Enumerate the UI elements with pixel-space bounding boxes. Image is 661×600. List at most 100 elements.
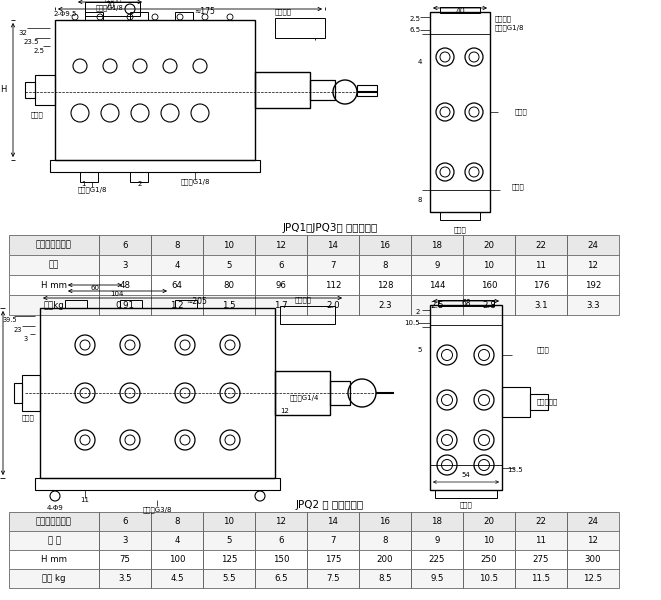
- Bar: [99, 295, 151, 315]
- Text: 104: 104: [110, 291, 124, 297]
- Bar: [203, 275, 255, 295]
- Bar: [9, 295, 619, 315]
- Text: 8: 8: [175, 241, 180, 250]
- Bar: [359, 255, 411, 275]
- Bar: [99, 512, 151, 531]
- Text: 6: 6: [122, 517, 128, 526]
- Bar: [307, 512, 359, 531]
- Bar: [435, 490, 497, 498]
- Bar: [255, 255, 307, 275]
- Bar: [359, 550, 411, 569]
- Text: 18: 18: [432, 241, 442, 250]
- Text: 12: 12: [280, 408, 290, 414]
- Text: 250: 250: [481, 555, 497, 564]
- Bar: [9, 531, 619, 550]
- Bar: [9, 531, 99, 550]
- Bar: [359, 275, 411, 295]
- Bar: [9, 275, 99, 295]
- Text: 3.5: 3.5: [118, 574, 132, 583]
- Bar: [411, 569, 463, 588]
- Text: 排气口: 排气口: [512, 184, 525, 190]
- Bar: [567, 255, 619, 275]
- Text: 4: 4: [175, 260, 180, 269]
- Bar: [85, 12, 103, 20]
- Text: 4: 4: [175, 536, 180, 545]
- Bar: [255, 295, 307, 315]
- Text: 175: 175: [325, 555, 341, 564]
- Text: 12: 12: [588, 260, 598, 269]
- Text: 3.1: 3.1: [534, 301, 548, 310]
- Bar: [80, 172, 98, 182]
- Text: 出油口数（个）: 出油口数（个）: [36, 517, 72, 526]
- Text: 限位开关: 限位开关: [295, 296, 311, 304]
- Bar: [310, 80, 335, 100]
- Text: 64: 64: [171, 280, 182, 289]
- Text: 176: 176: [533, 280, 549, 289]
- Bar: [567, 275, 619, 295]
- Bar: [9, 569, 619, 588]
- Bar: [9, 255, 99, 275]
- Text: 8: 8: [382, 536, 388, 545]
- Text: 9: 9: [434, 260, 440, 269]
- Bar: [430, 305, 502, 490]
- Text: 150: 150: [273, 555, 290, 564]
- Text: 128: 128: [377, 280, 393, 289]
- Text: 3: 3: [24, 336, 28, 342]
- Bar: [255, 235, 307, 255]
- Text: 1.7: 1.7: [274, 301, 288, 310]
- Bar: [120, 300, 142, 308]
- Bar: [99, 550, 151, 569]
- Text: 8: 8: [175, 517, 180, 526]
- Bar: [515, 512, 567, 531]
- Text: 16: 16: [379, 241, 391, 250]
- Bar: [151, 295, 203, 315]
- Text: 43.5: 43.5: [98, 0, 114, 1]
- Text: 24: 24: [588, 517, 598, 526]
- Bar: [151, 512, 203, 531]
- Bar: [502, 387, 530, 417]
- Bar: [357, 85, 377, 96]
- Bar: [440, 212, 480, 220]
- Bar: [35, 478, 280, 490]
- Text: 160: 160: [481, 280, 497, 289]
- Text: 9.5: 9.5: [430, 574, 444, 583]
- Bar: [275, 371, 330, 415]
- Text: 出油口: 出油口: [515, 109, 527, 115]
- Bar: [99, 255, 151, 275]
- Text: 0.91: 0.91: [116, 301, 134, 310]
- Bar: [307, 569, 359, 588]
- Text: 11: 11: [535, 260, 547, 269]
- Text: 片 数: 片 数: [48, 536, 61, 545]
- Text: 2.5: 2.5: [410, 16, 420, 22]
- Text: 300: 300: [585, 555, 602, 564]
- Bar: [515, 255, 567, 275]
- Text: 22: 22: [535, 517, 547, 526]
- Text: 8: 8: [418, 197, 422, 203]
- Bar: [255, 512, 307, 531]
- Text: 进油口G3/8: 进油口G3/8: [142, 506, 172, 514]
- Text: 7.5: 7.5: [326, 574, 340, 583]
- Bar: [35, 75, 55, 105]
- Text: 96: 96: [276, 280, 286, 289]
- Text: 20: 20: [483, 517, 494, 526]
- Text: 13.5: 13.5: [507, 467, 523, 473]
- Bar: [567, 550, 619, 569]
- Text: 1.5: 1.5: [222, 301, 236, 310]
- Bar: [9, 550, 99, 569]
- Bar: [463, 512, 515, 531]
- Text: 24: 24: [588, 241, 598, 250]
- Bar: [307, 550, 359, 569]
- Text: 5.5: 5.5: [222, 574, 236, 583]
- Text: 重量 kg: 重量 kg: [42, 574, 65, 583]
- Text: 4.5: 4.5: [170, 574, 184, 583]
- Bar: [40, 308, 275, 478]
- Text: 70: 70: [105, 1, 115, 10]
- Text: 192: 192: [585, 280, 602, 289]
- Text: 14: 14: [327, 517, 338, 526]
- Text: 39.5: 39.5: [3, 317, 17, 323]
- Text: 5: 5: [226, 536, 232, 545]
- Text: 10: 10: [483, 536, 494, 545]
- Bar: [255, 275, 307, 295]
- Text: 5: 5: [226, 260, 232, 269]
- Bar: [203, 569, 255, 588]
